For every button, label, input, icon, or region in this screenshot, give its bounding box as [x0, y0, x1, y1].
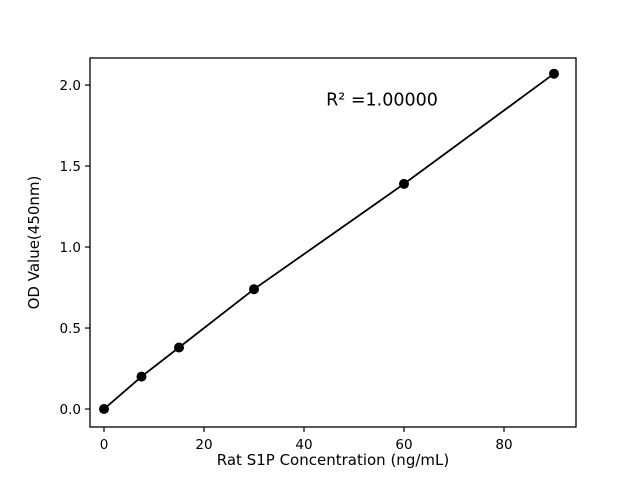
data-point	[99, 404, 109, 414]
x-tick-label: 0	[100, 437, 109, 453]
r-squared-annotation: R² =1.00000	[326, 91, 438, 111]
y-tick-label: 0.0	[60, 402, 81, 418]
y-axis-label: OD Value(450nm)	[25, 176, 43, 310]
x-tick-label: 80	[495, 437, 512, 453]
y-tick-label: 0.5	[60, 321, 81, 337]
plot-frame	[89, 57, 577, 428]
data-point	[549, 68, 559, 79]
y-tick-label: 1.0	[60, 240, 81, 256]
x-tick-label: 40	[295, 437, 312, 453]
data-point	[174, 342, 184, 353]
x-tick-label: 60	[395, 437, 412, 453]
y-tick-label: 1.5	[60, 159, 81, 175]
x-axis-label: Rat S1P Concentration (ng/mL)	[217, 451, 449, 469]
data-point	[249, 284, 259, 295]
y-tick-label: 2.0	[60, 78, 81, 94]
data-point	[136, 371, 147, 382]
x-tick-label: 20	[195, 437, 212, 453]
data-point	[399, 178, 409, 189]
standard-curve-line	[103, 72, 555, 410]
